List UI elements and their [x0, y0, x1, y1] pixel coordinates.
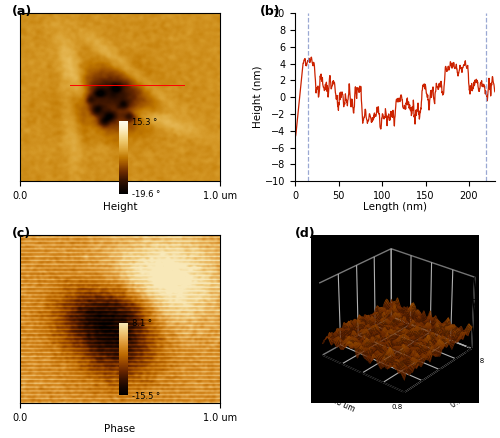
Text: (d): (d): [294, 226, 315, 240]
Text: 3.7: 3.7: [464, 299, 477, 308]
Text: 8.1: 8.1: [464, 252, 477, 261]
X-axis label: Length (nm): Length (nm): [363, 202, 427, 212]
Text: 0.1: 0.1: [464, 346, 477, 355]
Y-axis label: 0.8 um: 0.8 um: [449, 388, 476, 410]
Text: (a): (a): [12, 5, 32, 18]
X-axis label: Height: Height: [102, 202, 137, 212]
X-axis label: 0.8 um: 0.8 um: [328, 395, 356, 414]
Text: (c): (c): [12, 226, 31, 240]
X-axis label: Phase: Phase: [104, 424, 136, 434]
Text: (b): (b): [260, 5, 280, 18]
Y-axis label: Height (nm): Height (nm): [252, 66, 262, 128]
